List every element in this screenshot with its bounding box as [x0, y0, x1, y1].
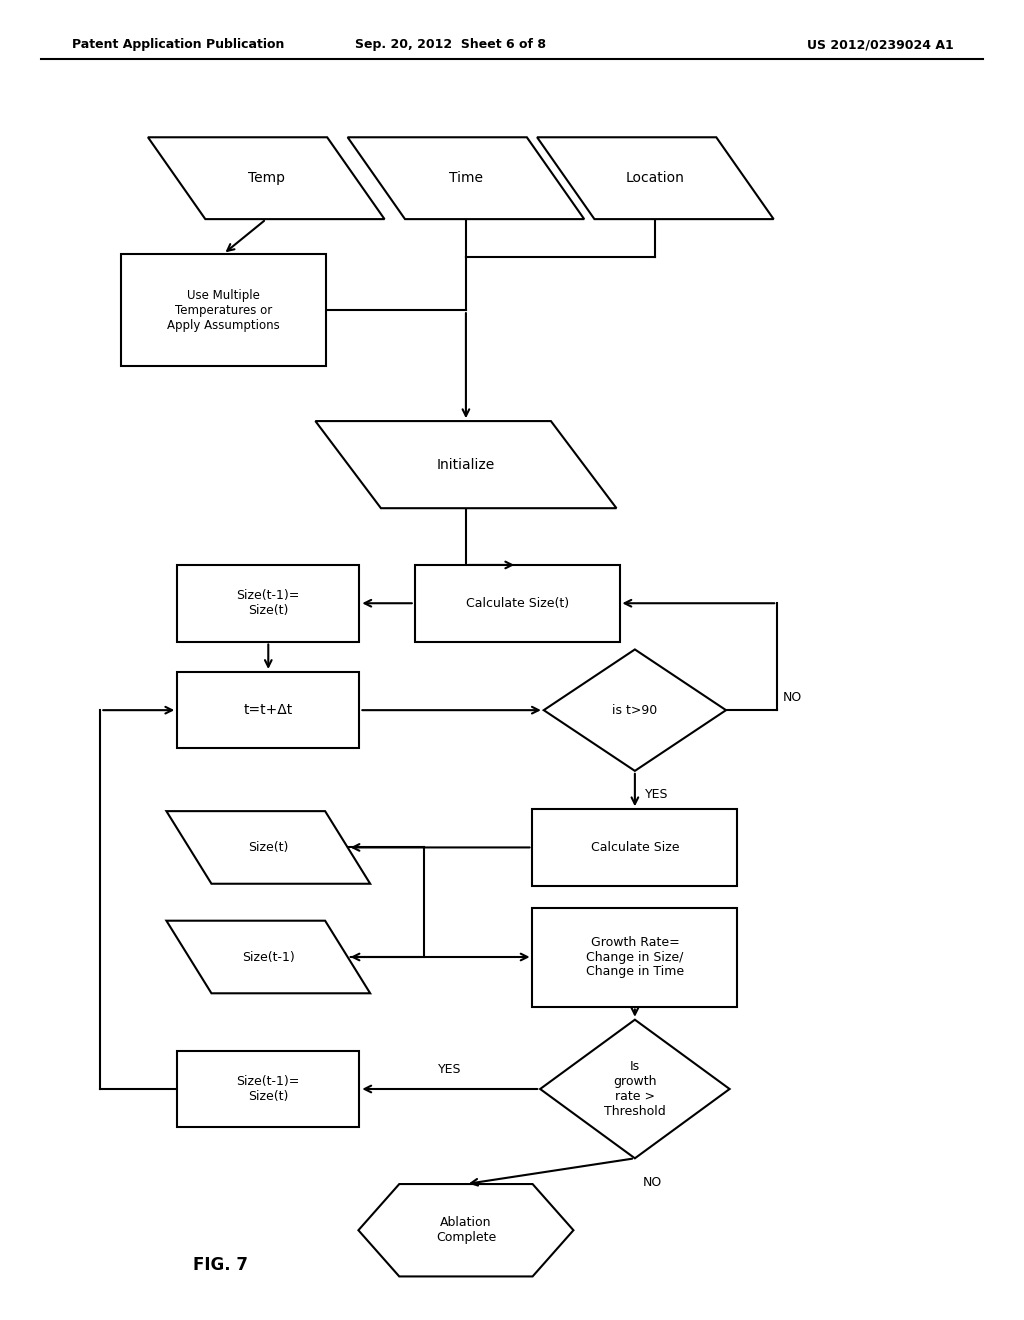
Text: Patent Application Publication: Patent Application Publication	[72, 38, 284, 51]
Polygon shape	[541, 1020, 729, 1159]
Text: Location: Location	[626, 172, 685, 185]
Polygon shape	[537, 137, 774, 219]
Polygon shape	[148, 137, 385, 219]
Text: Size(t-1)=
Size(t): Size(t-1)= Size(t)	[237, 1074, 300, 1104]
Polygon shape	[348, 137, 584, 219]
Text: Size(t-1): Size(t-1)	[242, 950, 295, 964]
Text: Size(t): Size(t)	[248, 841, 289, 854]
Text: NO: NO	[643, 1176, 663, 1188]
Polygon shape	[315, 421, 616, 508]
Text: FIG. 7: FIG. 7	[193, 1255, 248, 1274]
Text: NO: NO	[782, 690, 802, 704]
Text: Size(t-1)=
Size(t): Size(t-1)= Size(t)	[237, 589, 300, 618]
Text: Ablation
Complete: Ablation Complete	[436, 1216, 496, 1245]
Text: US 2012/0239024 A1: US 2012/0239024 A1	[807, 38, 954, 51]
Polygon shape	[544, 649, 726, 771]
FancyBboxPatch shape	[121, 253, 326, 366]
Text: Growth Rate=
Change in Size/
Change in Time: Growth Rate= Change in Size/ Change in T…	[586, 936, 684, 978]
Text: Use Multiple
Temperatures or
Apply Assumptions: Use Multiple Temperatures or Apply Assum…	[167, 289, 280, 331]
Text: Time: Time	[449, 172, 483, 185]
Text: t=t+Δt: t=t+Δt	[244, 704, 293, 717]
Text: Temp: Temp	[248, 172, 285, 185]
Polygon shape	[166, 810, 371, 884]
Text: Initialize: Initialize	[437, 458, 495, 471]
Polygon shape	[166, 921, 371, 993]
FancyBboxPatch shape	[177, 672, 359, 748]
Text: YES: YES	[645, 788, 669, 801]
Polygon shape	[358, 1184, 573, 1276]
Text: Calculate Size: Calculate Size	[591, 841, 679, 854]
FancyBboxPatch shape	[177, 565, 359, 642]
Text: Calculate Size(t): Calculate Size(t)	[466, 597, 568, 610]
FancyBboxPatch shape	[177, 1051, 359, 1127]
Text: is t>90: is t>90	[612, 704, 657, 717]
FancyBboxPatch shape	[415, 565, 620, 642]
Text: Is
growth
rate >
Threshold: Is growth rate > Threshold	[604, 1060, 666, 1118]
FancyBboxPatch shape	[532, 908, 737, 1006]
FancyBboxPatch shape	[532, 809, 737, 886]
Text: Sep. 20, 2012  Sheet 6 of 8: Sep. 20, 2012 Sheet 6 of 8	[355, 38, 546, 51]
Text: YES: YES	[438, 1063, 462, 1076]
